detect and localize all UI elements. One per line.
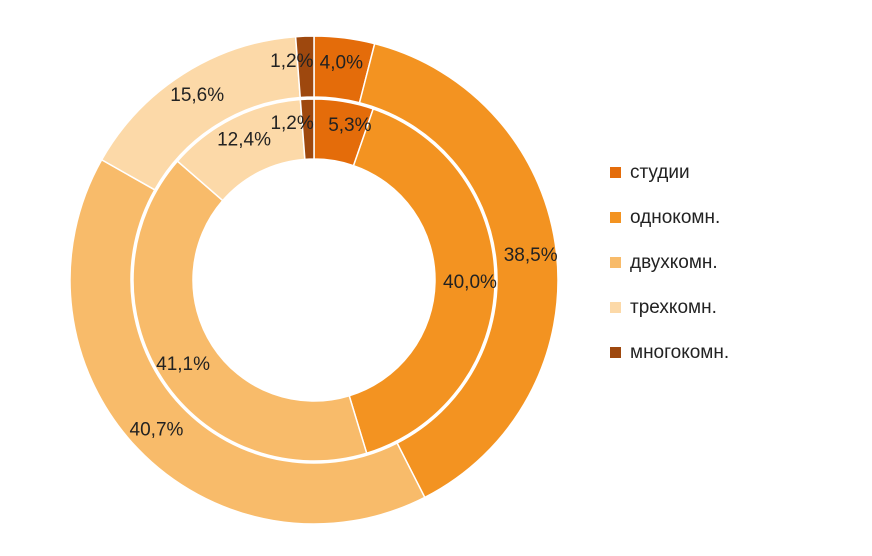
legend-item-one-room: однокомн. bbox=[610, 195, 729, 240]
inner-label-two-room: 41,1% bbox=[156, 354, 210, 375]
legend-item-three-room: трехкомн. bbox=[610, 285, 729, 330]
legend-label-three-room: трехкомн. bbox=[630, 296, 717, 318]
legend-label-studios: студии bbox=[630, 161, 690, 183]
outer-label-three-room: 15,6% bbox=[170, 85, 224, 106]
outer-slice-two-room bbox=[69, 158, 426, 525]
legend: студии однокомн. двухкомн. трехкомн. мно… bbox=[610, 150, 729, 375]
legend-label-one-room: однокомн. bbox=[630, 206, 721, 228]
outer-label-studios: 4,0% bbox=[320, 53, 363, 74]
inner-slice-one-room bbox=[348, 107, 496, 455]
outer-ring bbox=[69, 35, 559, 525]
outer-slice-multi-room bbox=[294, 35, 315, 99]
inner-label-studios: 5,3% bbox=[328, 115, 371, 136]
legend-swatch-three-room bbox=[610, 302, 621, 313]
inner-label-multi-room: 1,2% bbox=[270, 113, 313, 134]
outer-label-multi-room: 1,2% bbox=[270, 51, 313, 72]
legend-swatch-one-room bbox=[610, 212, 621, 223]
inner-ring bbox=[132, 98, 496, 462]
outer-label-two-room: 40,7% bbox=[130, 420, 184, 441]
legend-item-two-room: двухкомн. bbox=[610, 240, 729, 285]
legend-item-multi-room: многокомн. bbox=[610, 330, 729, 375]
legend-label-multi-room: многокомн. bbox=[630, 341, 730, 363]
outer-label-one-room: 38,5% bbox=[504, 245, 558, 266]
legend-swatch-studios bbox=[610, 167, 621, 178]
legend-label-two-room: двухкомн. bbox=[630, 251, 718, 273]
legend-item-studios: студии bbox=[610, 150, 729, 195]
data-labels: 4,0% 38,5% 40,7% 15,6% 1,2% 5,3% 40,0% 41,1% 12,… bbox=[130, 51, 558, 441]
inner-slice-two-room bbox=[132, 160, 368, 462]
inner-label-three-room: 12,4% bbox=[217, 130, 271, 151]
legend-swatch-two-room bbox=[610, 257, 621, 268]
outer-slice-one-room bbox=[358, 42, 559, 499]
inner-slice-multi-room bbox=[299, 98, 315, 161]
legend-swatch-multi-room bbox=[610, 347, 621, 358]
inner-label-one-room: 40,0% bbox=[443, 272, 497, 293]
